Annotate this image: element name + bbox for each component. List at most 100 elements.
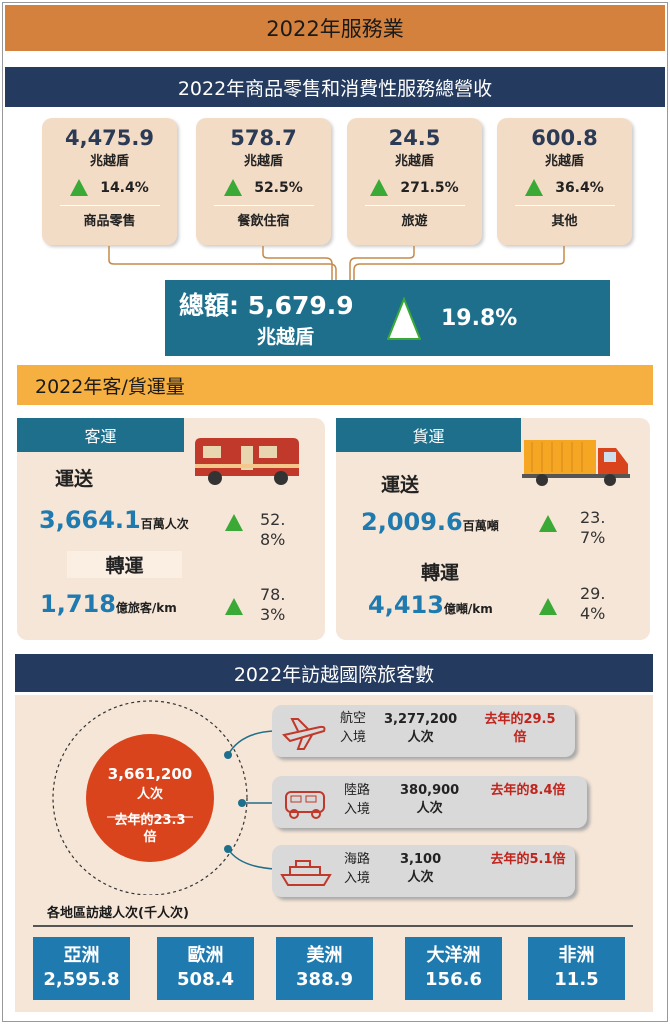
card-rule xyxy=(213,205,314,206)
carried-unit: 百萬人次 xyxy=(140,517,189,531)
card-growth-row: 36.4% xyxy=(497,179,632,196)
rotation-value: 1,718 xyxy=(40,590,116,618)
mode-compare: 去年的5.1倍 xyxy=(490,852,566,867)
carried-unit: 百萬噸 xyxy=(462,519,499,533)
transport-panel: 貨運 運送 2,009.6百萬噸 23.7% 轉運 4,413億噸/km 29.… xyxy=(336,418,650,640)
transport-title: 2022年客/貨運量 xyxy=(17,365,653,405)
region-name: 亞洲 xyxy=(63,945,100,966)
mode-count: 3,100 人次 xyxy=(400,851,441,887)
total-line: 總額: 5,679.9 xyxy=(179,286,354,322)
connectors xyxy=(108,246,565,285)
regions-caption: 各地區訪越人次(千人次) xyxy=(47,906,189,921)
up-arrow xyxy=(539,598,557,615)
up-arrow xyxy=(525,179,544,196)
card-rule xyxy=(59,205,160,206)
visitor-total-value: 3,661,200 xyxy=(107,765,193,783)
mode-label: 航空入境 xyxy=(340,711,367,745)
rotation-label: 轉運 xyxy=(67,551,182,578)
carried-growth: 52.8% xyxy=(260,510,286,549)
up-arrow xyxy=(539,515,557,532)
visitors-diagram xyxy=(52,700,283,895)
visitor-total-unit: 人次 xyxy=(136,787,163,802)
rotation-growth: 29.4% xyxy=(580,584,606,623)
mode-compare: 去年的8.4倍 xyxy=(490,783,566,798)
card-label: 旅遊 xyxy=(401,214,428,229)
card-unit: 兆越盾 xyxy=(89,154,129,169)
card-label: 其他 xyxy=(551,214,578,229)
region-value: 2,595.8 xyxy=(43,969,120,990)
region-name: 歐洲 xyxy=(187,945,224,966)
entry-mode: 航空入境 3,277,200 人次 去年的29.5倍 xyxy=(272,705,575,757)
up-arrow xyxy=(225,514,243,531)
card-label: 餐飲住宿 xyxy=(237,214,290,229)
mode-count: 380,900 人次 xyxy=(400,782,459,818)
card-growth: 36.4% xyxy=(555,179,604,196)
up-arrow xyxy=(370,179,389,196)
divider xyxy=(33,925,633,927)
region-box: 美洲 388.9 xyxy=(276,937,373,1000)
revenue-card: 578.7 兆越盾 52.5% 餐飲住宿 xyxy=(196,118,331,245)
mode-unit: 人次 xyxy=(407,730,434,745)
card-unit: 兆越盾 xyxy=(243,154,283,169)
card-value: 4,475.9 xyxy=(64,126,154,150)
carried-growth: 23.7% xyxy=(580,508,606,547)
total-unit: 兆越盾 xyxy=(257,326,315,348)
panel-tab: 貨運 xyxy=(336,418,521,452)
card-unit: 兆越盾 xyxy=(544,154,584,169)
card-rule xyxy=(364,205,465,206)
mode-label: 陸路入境 xyxy=(344,783,371,817)
card-growth-row: 14.4% xyxy=(42,179,177,196)
region-name: 非洲 xyxy=(558,945,595,966)
region-name: 大洋洲 xyxy=(426,945,481,966)
card-unit: 兆越盾 xyxy=(394,154,434,169)
revenue-card: 24.5 兆越盾 271.5% 旅遊 xyxy=(347,118,482,245)
region-box: 歐洲 508.4 xyxy=(157,937,254,1000)
up-arrow xyxy=(224,179,243,196)
visitors-title: 2022年訪越國際旅客數 xyxy=(15,654,653,692)
mode-count: 3,277,200 人次 xyxy=(384,711,457,747)
rotation: 4,413億噸/km xyxy=(368,591,493,619)
card-value: 578.7 xyxy=(230,126,297,150)
entry-mode: 陸路入境 380,900 人次 去年的8.4倍 xyxy=(272,776,587,828)
total-growth: 19.8% xyxy=(441,306,518,331)
revenue-card: 600.8 兆越盾 36.4% 其他 xyxy=(497,118,632,245)
mode-icon xyxy=(285,791,325,819)
rotation-unit: 億旅客/km xyxy=(115,601,177,615)
revenue-card: 4,475.9 兆越盾 14.4% 商品零售 xyxy=(42,118,177,245)
up-arrow xyxy=(225,598,243,615)
mode-label: 海路入境 xyxy=(344,852,371,886)
visitor-total: 3,661,200 人次 去年的23.3倍 xyxy=(85,765,215,846)
mode-compare: 去年的29.5倍 xyxy=(484,712,556,745)
region-value: 388.9 xyxy=(296,969,353,990)
page-title: 2022年服務業 xyxy=(5,5,665,51)
mode-unit: 人次 xyxy=(407,870,434,885)
rotation-label: 轉運 xyxy=(421,562,460,584)
total-value: 5,679.9 xyxy=(247,291,354,320)
mode-icon xyxy=(280,860,332,886)
card-growth: 14.4% xyxy=(100,179,149,196)
region-box: 非洲 11.5 xyxy=(528,937,625,1000)
carried-label: 運送 xyxy=(381,474,420,496)
region-name: 美洲 xyxy=(306,945,343,966)
carried: 2,009.6百萬噸 xyxy=(361,508,499,536)
card-growth: 271.5% xyxy=(400,179,459,196)
camper-icon xyxy=(195,438,299,485)
card-growth-row: 271.5% xyxy=(347,179,482,196)
carried-value: 2,009.6 xyxy=(361,508,463,536)
carried: 3,664.1百萬人次 xyxy=(39,506,189,534)
truck-icon xyxy=(522,440,630,486)
region-value: 156.6 xyxy=(425,969,482,990)
mode-value: 380,900 xyxy=(400,783,460,798)
region-box: 亞洲 2,595.8 xyxy=(33,937,130,1000)
carried-value: 3,664.1 xyxy=(39,506,141,534)
mode-value: 3,100 xyxy=(400,852,442,867)
rotation-growth: 78.3% xyxy=(260,585,286,624)
card-value: 24.5 xyxy=(388,126,441,150)
region-value: 508.4 xyxy=(177,969,234,990)
rotation-unit: 億噸/km xyxy=(443,602,493,616)
card-label: 商品零售 xyxy=(83,214,136,229)
transport-panel: 客運 運送 3,664.1百萬人次 52.8% 轉運 1,718億旅客/km 7… xyxy=(17,418,325,640)
mode-unit: 人次 xyxy=(416,801,443,816)
